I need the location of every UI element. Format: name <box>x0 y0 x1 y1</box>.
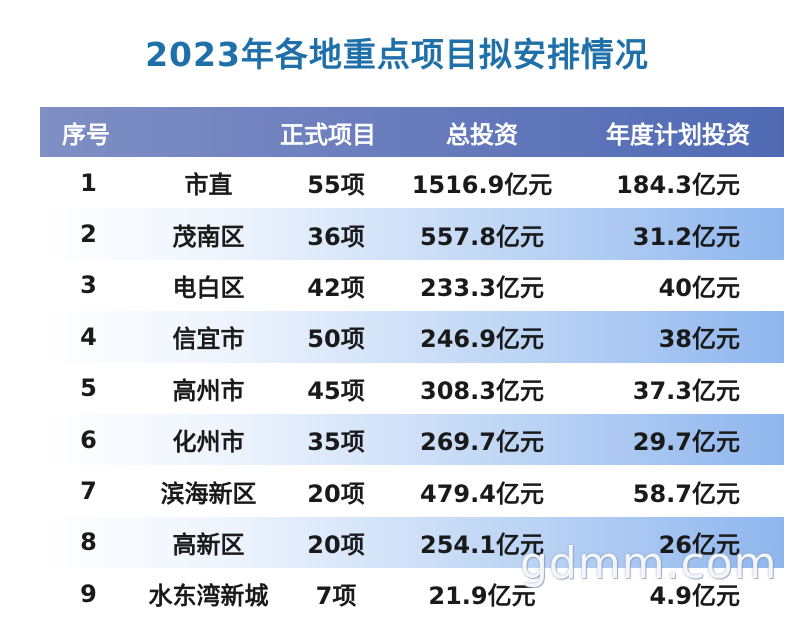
cell-plan: 4.9亿元 <box>649 582 740 611</box>
cell-plan: 184.3亿元 <box>616 171 740 200</box>
table-row: 8 高新区 20项 254.1亿元 26亿元 <box>40 516 784 569</box>
cell-name: 高州市 <box>172 376 245 405</box>
table-row: 4 信宜市 50项 246.9亿元 38亿元 <box>40 311 784 363</box>
page-title: 2023年各地重点项目拟安排情况 <box>145 35 649 74</box>
cell-projects: 20项 <box>307 479 365 508</box>
cell-name: 化州市 <box>172 428 245 457</box>
table-row: 5 高州市 45项 308.3亿元 37.3亿元 <box>40 362 784 414</box>
cell-investment: 233.3亿元 <box>420 273 544 302</box>
table-row: 3 电白区 42项 233.3亿元 40亿元 <box>40 259 784 312</box>
cell-seq: 5 <box>80 374 97 403</box>
cell-name: 电白区 <box>172 273 245 302</box>
cell-name: 茂南区 <box>172 222 245 251</box>
cell-projects: 7项 <box>315 582 357 611</box>
cell-investment: 557.8亿元 <box>420 222 544 251</box>
header-seq: 序号 <box>62 120 110 149</box>
cell-name: 市直 <box>184 171 233 200</box>
cell-plan: 29.7亿元 <box>632 428 740 457</box>
header-investment: 总投资 <box>446 120 518 149</box>
cell-investment: 246.9亿元 <box>420 325 544 354</box>
table-row: 7 滨海新区 20项 479.4亿元 58.7亿元 <box>40 465 784 517</box>
cell-seq: 1 <box>80 168 97 197</box>
cell-plan: 37.3亿元 <box>632 376 740 405</box>
table-row: 2 茂南区 36项 557.8亿元 31.2亿元 <box>40 208 784 260</box>
cell-investment: 308.3亿元 <box>420 376 544 405</box>
cell-investment: 21.9亿元 <box>428 582 536 611</box>
cell-seq: 7 <box>80 477 97 506</box>
cell-projects: 55项 <box>307 171 365 200</box>
cell-projects: 20项 <box>307 530 365 559</box>
cell-name: 信宜市 <box>172 325 245 354</box>
cell-seq: 3 <box>80 271 97 300</box>
table-header: 序号 正式项目 总投资 年度计划投资 <box>40 107 784 157</box>
cell-projects: 42项 <box>307 273 365 302</box>
cell-name: 水东湾新城 <box>148 582 269 611</box>
cell-investment: 479.4亿元 <box>420 479 544 508</box>
cell-investment: 1516.9亿元 <box>411 171 553 200</box>
cell-projects: 45项 <box>307 376 365 405</box>
table-row: 9 水东湾新城 7项 21.9亿元 4.9亿元 <box>40 568 784 620</box>
cell-seq: 6 <box>80 425 97 454</box>
header-plan: 年度计划投资 <box>606 120 750 149</box>
cell-projects: 35项 <box>307 428 365 457</box>
watermark: gdmm.com <box>520 538 778 589</box>
cell-plan: 58.7亿元 <box>632 479 740 508</box>
cell-plan: 31.2亿元 <box>632 222 740 251</box>
cell-name: 高新区 <box>172 530 245 559</box>
cell-investment: 269.7亿元 <box>420 428 544 457</box>
table-row: 1 市直 55项 1516.9亿元 184.3亿元 <box>40 157 784 209</box>
cell-plan: 26亿元 <box>658 530 740 559</box>
cell-investment: 254.1亿元 <box>420 530 544 559</box>
cell-seq: 4 <box>80 322 97 351</box>
table-row: 6 化州市 35项 269.7亿元 29.7亿元 <box>40 413 784 466</box>
cell-seq: 9 <box>80 579 97 608</box>
cell-plan: 38亿元 <box>658 325 740 354</box>
cell-projects: 50项 <box>307 325 365 354</box>
cell-seq: 8 <box>80 528 97 557</box>
projects-table: 序号 正式项目 总投资 年度计划投资 1 市直 55项 1516.9亿元 184… <box>40 107 784 620</box>
cell-name: 滨海新区 <box>160 479 257 508</box>
cell-seq: 2 <box>80 220 97 249</box>
header-projects: 正式项目 <box>280 120 376 149</box>
cell-projects: 36项 <box>307 222 365 251</box>
cell-plan: 40亿元 <box>658 273 740 302</box>
